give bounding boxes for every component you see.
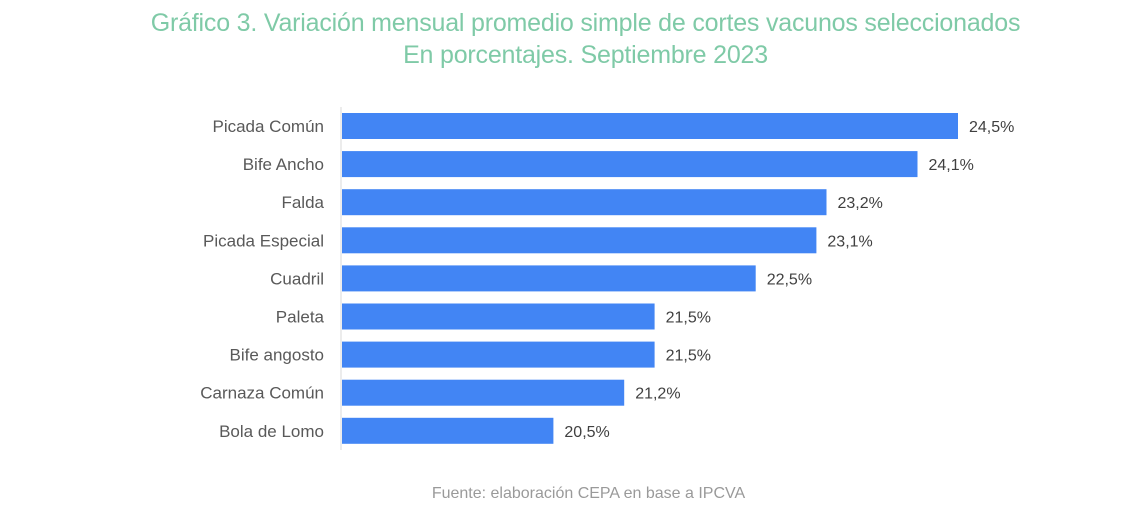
source-note: Fuente: elaboración CEPA en base a IPCVA — [431, 485, 746, 502]
value-label-0: 24,5% — [969, 119, 1014, 136]
value-label-5: 21,5% — [666, 310, 711, 327]
bar-2 — [342, 189, 827, 216]
value-label-3: 23,1% — [827, 233, 872, 250]
bar-7 — [342, 379, 625, 406]
category-label-4: Cuadril — [270, 269, 324, 288]
category-label-2: Falda — [281, 193, 324, 212]
bars-group: Picada Común 24,5% Bife Ancho 24,1% Falda 23,… — [200, 113, 1014, 444]
bar-0 — [342, 113, 958, 139]
bar-3 — [342, 227, 817, 254]
category-label-6: Bife angosto — [229, 346, 324, 365]
value-label-8: 20,5% — [564, 424, 609, 441]
value-label-7: 21,2% — [635, 386, 680, 403]
category-label-5: Paleta — [276, 308, 325, 327]
category-label-3: Picada Especial — [203, 231, 324, 250]
category-label-1: Bife Ancho — [243, 155, 324, 174]
value-label-2: 23,2% — [838, 195, 883, 212]
category-label-7: Carnaza Común — [200, 384, 324, 403]
value-label-6: 21,5% — [666, 348, 711, 365]
bar-1 — [342, 151, 918, 178]
chart-title: Gráfico 3. Variación mensual promedio si… — [150, 9, 1021, 37]
value-label-1: 24,1% — [929, 157, 974, 174]
bar-6 — [342, 341, 655, 368]
bar-5 — [342, 303, 655, 330]
value-label-4: 22,5% — [767, 271, 812, 288]
bar-4 — [342, 265, 756, 292]
category-label-8: Bola de Lomo — [219, 422, 324, 441]
category-label-0: Picada Común — [212, 117, 324, 136]
bar-8 — [342, 417, 554, 444]
chart-subtitle: En porcentajes. Septiembre 2023 — [403, 41, 768, 69]
